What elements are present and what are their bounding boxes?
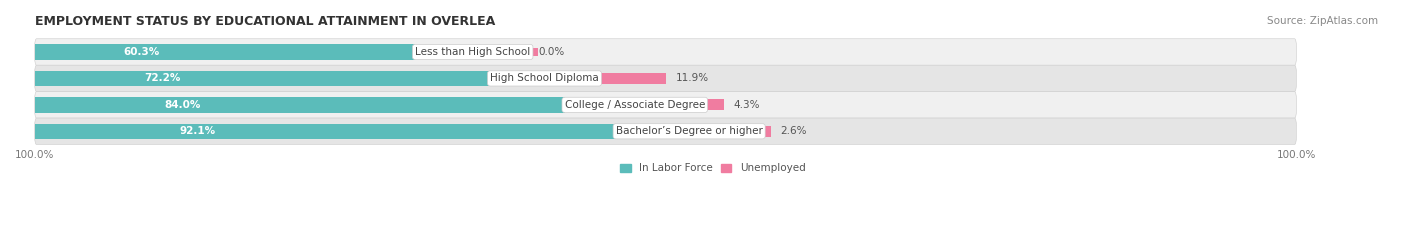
Text: 0.0%: 0.0% bbox=[538, 47, 564, 57]
Bar bbox=[35, 44, 415, 60]
Text: Bachelor’s Degree or higher: Bachelor’s Degree or higher bbox=[616, 126, 762, 136]
Text: Source: ZipAtlas.com: Source: ZipAtlas.com bbox=[1267, 16, 1378, 26]
Text: 11.9%: 11.9% bbox=[676, 73, 709, 83]
Legend: In Labor Force, Unemployed: In Labor Force, Unemployed bbox=[616, 159, 810, 178]
Text: Less than High School: Less than High School bbox=[415, 47, 530, 57]
Text: 84.0%: 84.0% bbox=[165, 100, 201, 110]
Bar bbox=[755, 126, 770, 137]
Text: 4.3%: 4.3% bbox=[734, 100, 761, 110]
Bar bbox=[529, 48, 538, 56]
FancyBboxPatch shape bbox=[35, 92, 1296, 118]
FancyBboxPatch shape bbox=[35, 65, 1296, 92]
Text: College / Associate Degree: College / Associate Degree bbox=[565, 100, 704, 110]
Bar bbox=[591, 73, 666, 84]
Text: 2.6%: 2.6% bbox=[780, 126, 807, 136]
FancyBboxPatch shape bbox=[35, 118, 1296, 144]
Text: EMPLOYMENT STATUS BY EDUCATIONAL ATTAINMENT IN OVERLEA: EMPLOYMENT STATUS BY EDUCATIONAL ATTAINM… bbox=[35, 15, 495, 28]
Bar bbox=[35, 71, 491, 86]
Text: 92.1%: 92.1% bbox=[180, 126, 215, 136]
Bar bbox=[35, 124, 616, 139]
Text: 72.2%: 72.2% bbox=[143, 73, 180, 83]
Bar bbox=[35, 97, 565, 113]
Bar bbox=[697, 99, 724, 110]
Text: 60.3%: 60.3% bbox=[124, 47, 159, 57]
FancyBboxPatch shape bbox=[35, 39, 1296, 65]
Text: High School Diploma: High School Diploma bbox=[491, 73, 599, 83]
